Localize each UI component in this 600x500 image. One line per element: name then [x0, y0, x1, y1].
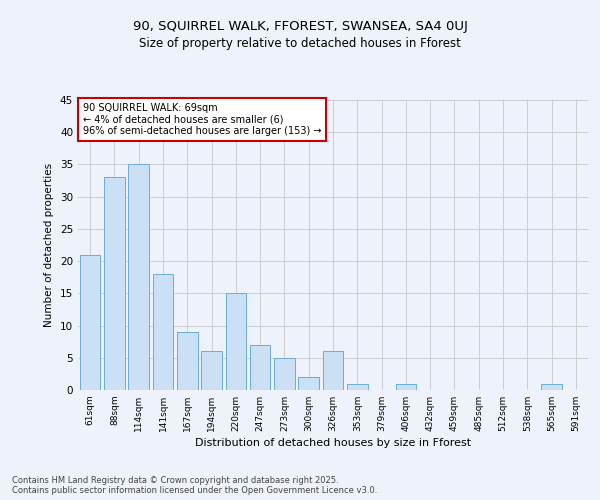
Bar	[152, 274, 173, 390]
Bar	[104, 178, 125, 390]
Bar	[201, 352, 222, 390]
Text: 90 SQUIRREL WALK: 69sqm
← 4% of detached houses are smaller (6)
96% of semi-deta: 90 SQUIRREL WALK: 69sqm ← 4% of detached…	[83, 103, 322, 136]
Text: 90, SQUIRREL WALK, FFOREST, SWANSEA, SA4 0UJ: 90, SQUIRREL WALK, FFOREST, SWANSEA, SA4…	[133, 20, 467, 33]
Bar	[541, 384, 562, 390]
Bar	[395, 384, 416, 390]
X-axis label: Distribution of detached houses by size in Fforest: Distribution of detached houses by size …	[195, 438, 471, 448]
Bar	[323, 352, 343, 390]
Text: Contains HM Land Registry data © Crown copyright and database right 2025.
Contai: Contains HM Land Registry data © Crown c…	[12, 476, 377, 495]
Bar	[226, 294, 246, 390]
Bar	[128, 164, 149, 390]
Text: Size of property relative to detached houses in Fforest: Size of property relative to detached ho…	[139, 38, 461, 51]
Bar	[298, 377, 319, 390]
Bar	[347, 384, 368, 390]
Y-axis label: Number of detached properties: Number of detached properties	[44, 163, 55, 327]
Bar	[274, 358, 295, 390]
Bar	[250, 345, 271, 390]
Bar	[177, 332, 197, 390]
Bar	[80, 254, 100, 390]
